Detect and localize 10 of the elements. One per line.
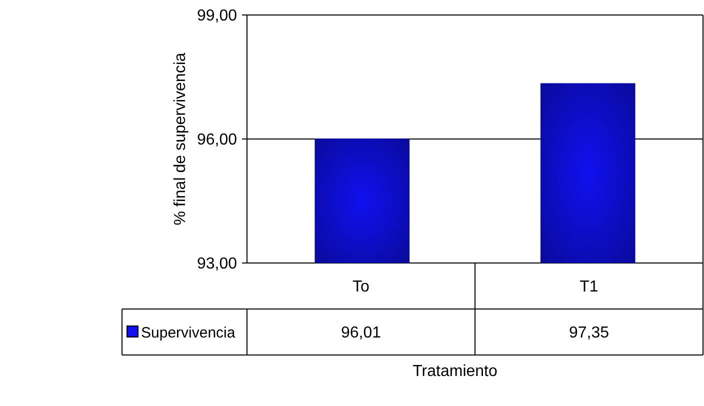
y-tick-label: 96,00: [196, 132, 238, 149]
x-axis-title: Tratamiento: [412, 363, 498, 380]
x-tick-label: To: [352, 278, 370, 296]
x-tick-label: T1: [580, 278, 598, 296]
data-label: 97,35: [568, 324, 610, 342]
legend-label: Supervivencia: [141, 324, 236, 342]
data-label: 96,01: [340, 324, 382, 342]
y-tick-label: 99,00: [196, 8, 238, 25]
y-axis-title: % final de supervivencia: [172, 52, 189, 226]
y-tick-label: 93,00: [196, 256, 238, 273]
